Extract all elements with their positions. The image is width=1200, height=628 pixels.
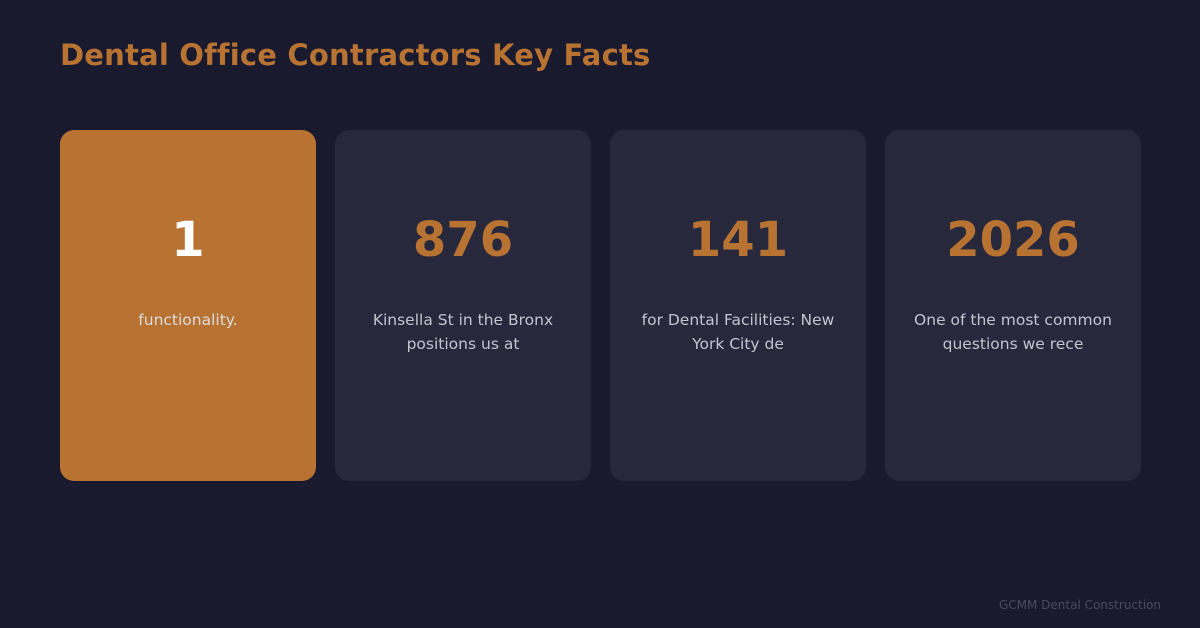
fact-description: One of the most common questions we rece <box>914 311 1112 353</box>
fact-value: 141 <box>687 212 789 268</box>
fact-card-2: 876 Kinsella St in the Bronx positions u… <box>335 130 591 481</box>
fact-card-1: 1 functionality. <box>60 130 316 481</box>
fact-value: 2026 <box>946 212 1080 268</box>
fact-card-3: 141 for Dental Facilities: New York City… <box>610 130 866 481</box>
fact-card-4: 2026 One of the most common questions we… <box>885 130 1141 481</box>
fact-value: 876 <box>412 212 514 268</box>
fact-description: for Dental Facilities: New York City de <box>641 311 835 353</box>
footer-brand: GCMM Dental Construction <box>998 598 1161 612</box>
fact-description: Kinsella St in the Bronx positions us at <box>372 311 554 353</box>
fact-description: functionality. <box>138 311 238 329</box>
page-title: Dental Office Contractors Key Facts <box>60 38 651 72</box>
fact-value: 1 <box>171 212 205 268</box>
fact-cards: 1 functionality. 876 Kinsella St in the … <box>60 130 1141 481</box>
